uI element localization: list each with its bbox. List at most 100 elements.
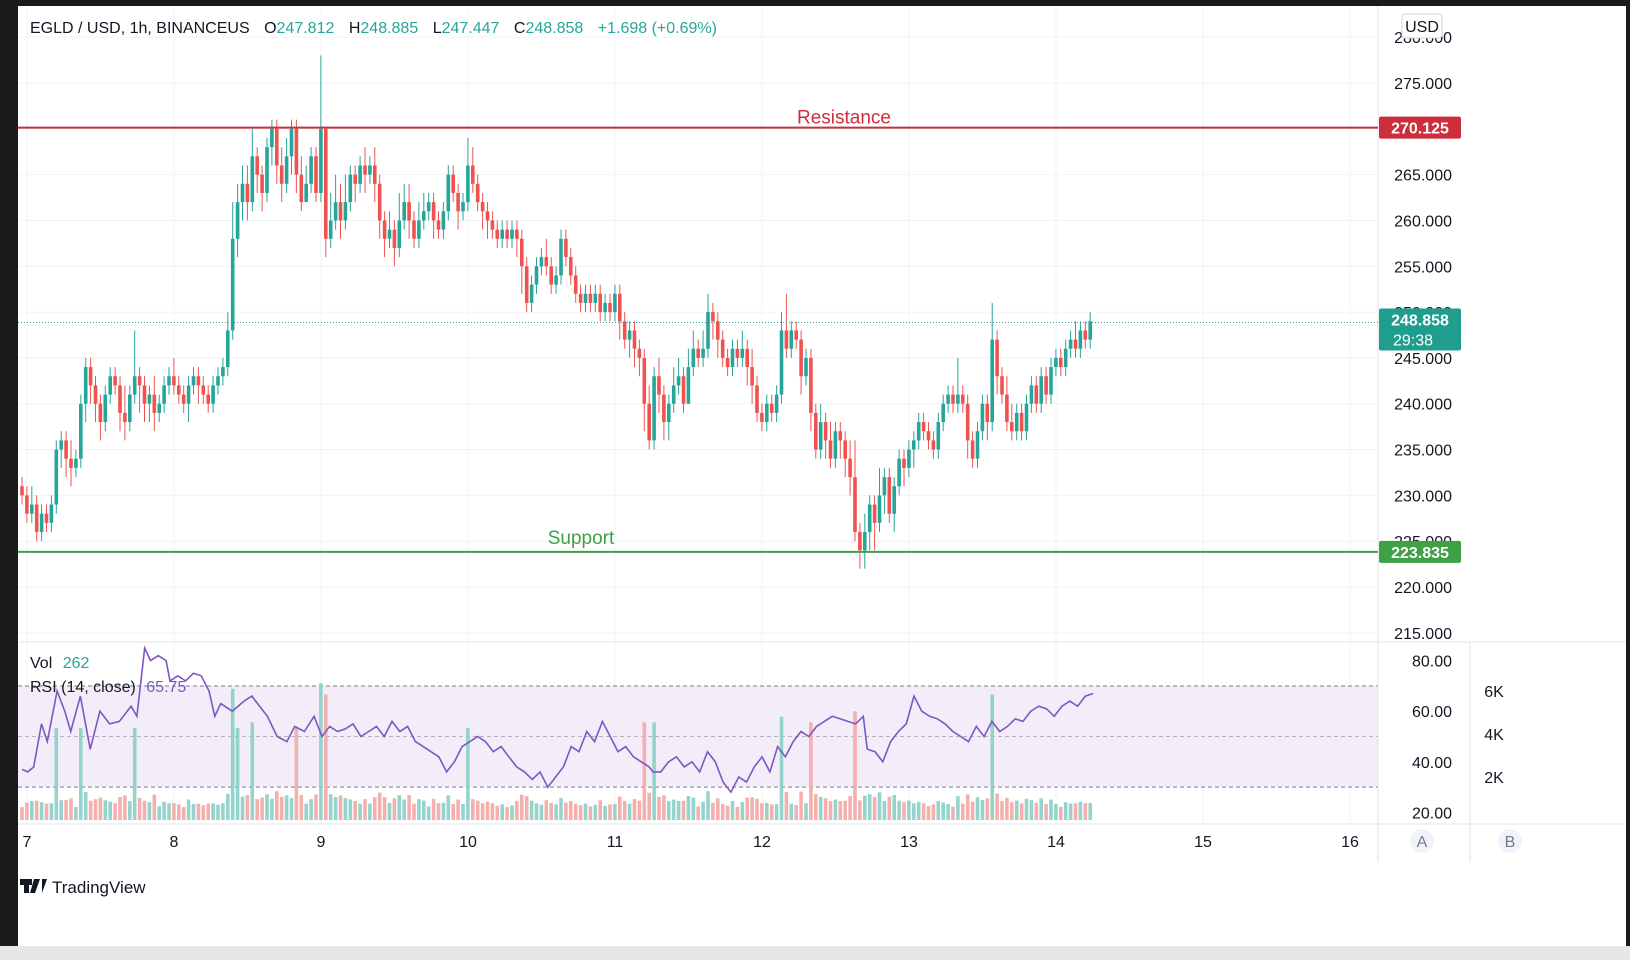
candle-countdown: 29:38 (1393, 333, 1433, 350)
price-tick-label: 260.000 (1394, 213, 1452, 230)
volume-bar (299, 794, 304, 820)
volume-bar (265, 794, 269, 820)
candle-body (980, 403, 985, 432)
volume-tick-label: 2K (1484, 770, 1504, 787)
candle-body (128, 394, 132, 423)
time-tick-label: 14 (1047, 834, 1065, 851)
candle-body (466, 165, 470, 203)
volume-scale-button[interactable]: B (1498, 829, 1522, 853)
high-value: 248.885 (360, 20, 418, 37)
volume-bar (495, 805, 500, 820)
candle-body (990, 339, 994, 423)
volume-bar (828, 801, 833, 820)
volume-bar (1024, 798, 1029, 820)
candle-body (108, 376, 112, 395)
volume-bar (353, 800, 357, 820)
volume-bar (118, 796, 122, 820)
candle-body (377, 183, 382, 221)
volume-bar (1063, 802, 1068, 820)
volume-bar (613, 804, 617, 820)
rsi-legend[interactable]: RSI (14, close) 65.75 (30, 679, 186, 696)
candle-body (500, 229, 504, 239)
candle-body (510, 229, 514, 239)
volume-bar (221, 803, 225, 820)
candle-body (946, 394, 950, 404)
rsi-tick-label: 60.00 (1412, 704, 1452, 721)
candle-body (1073, 339, 1078, 349)
volume-bar (510, 805, 514, 820)
candle-body (711, 312, 715, 322)
volume-bar (422, 800, 426, 820)
volume-bar (142, 800, 147, 820)
candle-body (137, 376, 142, 386)
candle-body (304, 183, 308, 203)
volume-bar (1059, 806, 1063, 820)
symbol-legend[interactable]: EGLD / USD, 1h, BINANCEUS O247.812 H248.… (30, 20, 717, 37)
candle-body (755, 385, 759, 413)
volume-bar (534, 803, 539, 820)
candle-body (892, 486, 896, 514)
volume-bars (20, 683, 1092, 820)
volume-axis[interactable]: 6K 4K 2K (1484, 684, 1504, 787)
candle-body (603, 302, 607, 313)
candle-body (64, 440, 68, 459)
volume-bar (1000, 800, 1004, 820)
candle-body (289, 128, 294, 157)
candle-body (373, 165, 377, 184)
volume-bar (338, 795, 343, 820)
candle-body (201, 385, 206, 395)
candle-body (255, 156, 259, 175)
candle-body (309, 156, 313, 184)
volume-bar (98, 797, 103, 820)
volume-bar (1010, 802, 1014, 820)
candle-body (789, 330, 794, 349)
volume-bar (936, 801, 941, 820)
candle-body (186, 385, 191, 404)
currency-button[interactable]: USD (1401, 13, 1443, 39)
volume-bar (838, 800, 843, 820)
volume-bar (848, 796, 852, 820)
volume-bar (1078, 801, 1083, 820)
time-axis[interactable]: 7 8 9 10 11 12 13 14 15 16 (23, 834, 1359, 851)
candle-body (471, 165, 475, 184)
candle-body (887, 477, 892, 514)
volume-legend[interactable]: Vol 262 (30, 655, 90, 672)
volume-bar (818, 796, 823, 820)
volume-bar (671, 799, 676, 820)
volume-bar (30, 800, 34, 820)
volume-bar (995, 793, 999, 820)
time-tick-label: 11 (607, 834, 624, 851)
rsi-axis[interactable]: 80.00 60.00 40.00 20.00 (1412, 654, 1452, 823)
auto-scale-button[interactable]: A (1410, 829, 1434, 853)
tradingview-logo[interactable]: TradingView (20, 878, 146, 897)
candle-body (343, 202, 348, 221)
volume-bar (1068, 803, 1073, 820)
candle-body (975, 431, 980, 459)
time-tick-label: 10 (459, 834, 477, 851)
chart-canvas[interactable]: Resistance Support 280.000275.000270.000… (18, 6, 1626, 946)
volume-bar (500, 804, 504, 820)
candle-body (897, 458, 901, 487)
volume-bar (275, 791, 279, 820)
volume-bar (245, 794, 250, 820)
volume-bar (456, 799, 460, 820)
volume-bar (1014, 800, 1019, 820)
candle-body (196, 376, 201, 386)
candle-body (921, 422, 926, 432)
volume-bar (657, 796, 661, 820)
candle-body (475, 183, 480, 203)
candle-body (20, 486, 24, 496)
volume-bar (44, 803, 49, 820)
volume-bar (373, 797, 377, 820)
volume-bar (608, 804, 612, 820)
candle-body (338, 202, 343, 221)
volume-bar (618, 796, 622, 820)
volume-bar (324, 694, 328, 820)
symbol-title: EGLD / USD, 1h, BINANCEUS (30, 20, 250, 37)
candle-body (98, 403, 103, 423)
candle-body (230, 238, 235, 331)
volume-bar (88, 800, 93, 820)
candle-body (30, 504, 34, 514)
volume-bar (985, 798, 990, 820)
volume-bar (676, 800, 681, 820)
